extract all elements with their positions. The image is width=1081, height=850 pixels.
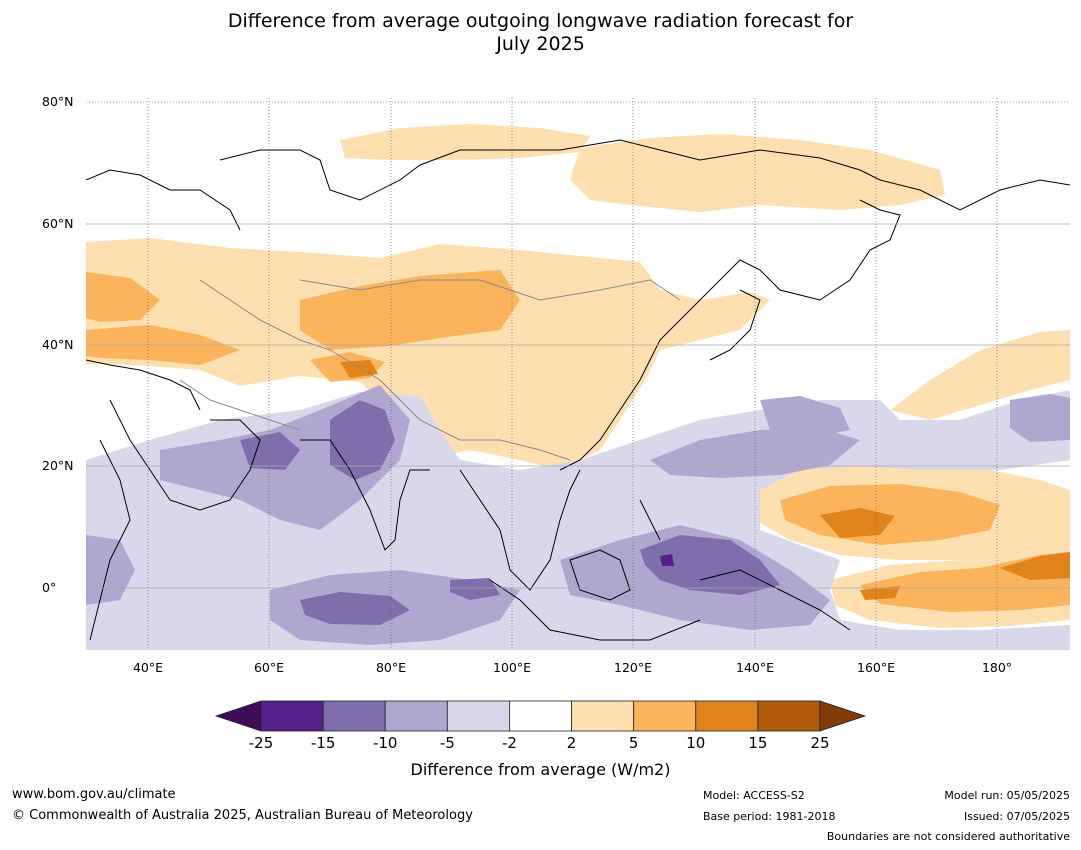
anomaly-central-asia-mid xyxy=(300,270,520,350)
border-central-asia xyxy=(199,279,331,351)
anomaly-bay-mid xyxy=(450,578,500,600)
colorbar-extend-low xyxy=(214,700,262,732)
title-line-1: Difference from average outgoing longwav… xyxy=(227,10,854,32)
longitude-label: 80°E xyxy=(375,660,407,675)
longitude-label: 60°E xyxy=(253,660,285,675)
coast-scandinavia xyxy=(86,169,241,231)
latitude-label: 80°N xyxy=(42,94,74,109)
border-china-south xyxy=(329,349,571,461)
colorbar-segment xyxy=(446,700,510,732)
anomaly-maritime-mid xyxy=(640,535,780,595)
longitude-label: 160°E xyxy=(856,660,896,675)
country-borders xyxy=(179,279,681,461)
website-link[interactable]: www.bom.gov.au/climate xyxy=(12,787,176,802)
anomaly-india-mid xyxy=(330,400,395,480)
colorbar-tick-label: 2 xyxy=(566,734,577,752)
coast-japan xyxy=(709,289,761,361)
base-period: Base period: 1981-2018 xyxy=(703,810,836,823)
coastlines xyxy=(86,139,1070,641)
anomaly-nw-pacific-light xyxy=(890,330,1070,420)
anomaly-central-asia-light xyxy=(86,238,770,470)
latitude-label: 60°N xyxy=(42,216,74,231)
colorbar xyxy=(214,700,867,732)
colorbar-tick-label: -2 xyxy=(501,734,517,752)
latitude-gridlines xyxy=(86,101,1070,589)
coast-mediterranean xyxy=(86,359,201,411)
colorbar-tick-label: 15 xyxy=(748,734,768,752)
longitude-label: 140°E xyxy=(735,660,775,675)
anomaly-arctic-light xyxy=(340,124,590,160)
coast-kamchatka xyxy=(819,199,901,301)
model-name: Model: ACCESS-S2 xyxy=(703,789,805,802)
anomaly-arabia-mid xyxy=(240,432,300,470)
coast-east-asia xyxy=(559,259,821,471)
colorbar-tick-label: -10 xyxy=(372,734,398,752)
colorbar-extend-high xyxy=(819,700,867,732)
anomaly-maritime-dark xyxy=(660,554,674,566)
boundaries-disclaimer: Boundaries are not considered authoritat… xyxy=(826,830,1070,843)
anomaly-equatorial-dark-2 xyxy=(860,586,900,600)
colorbar-segment xyxy=(571,700,635,732)
longitude-label: 120°E xyxy=(613,660,653,675)
coast-borneo xyxy=(569,549,631,601)
colorbar-segment xyxy=(509,700,572,732)
coast-indochina xyxy=(459,469,581,591)
model-run-date: Model run: 05/05/2025 xyxy=(944,789,1070,802)
colorbar-tick-label: -15 xyxy=(310,734,336,752)
border-china-north xyxy=(299,279,681,301)
anomaly-siberia-light xyxy=(570,134,945,212)
anomaly-equatorial-dark xyxy=(1000,552,1070,580)
map-title: Difference from average outgoing longwav… xyxy=(0,10,1081,56)
copyright-text: © Commonwealth of Australia 2025, Austra… xyxy=(12,808,473,823)
issued-date: Issued: 07/05/2025 xyxy=(963,810,1070,823)
coast-sumatra xyxy=(489,579,701,641)
anomaly-east-pacific-light xyxy=(1010,394,1070,442)
latitude-label: 20°N xyxy=(42,458,74,473)
anomaly-africa-light xyxy=(86,535,135,605)
anomaly-fields xyxy=(86,124,1070,650)
longitude-label: 180° xyxy=(981,660,1013,675)
colorbar-segment xyxy=(695,700,759,732)
colorbar-tick-label: -5 xyxy=(439,734,455,752)
title-line-2: July 2025 xyxy=(496,33,585,55)
coast-arabia xyxy=(109,399,261,511)
colorbar-label: Difference from average (W/m2) xyxy=(410,760,671,779)
colorbar-segment xyxy=(322,700,386,732)
coast-arctic xyxy=(219,139,1070,211)
colorbar-segment xyxy=(757,700,821,732)
colorbar-tick-label: -25 xyxy=(248,734,274,752)
coast-new-guinea xyxy=(699,569,851,631)
colorbar-segment xyxy=(260,700,324,732)
colorbar-segment xyxy=(633,700,697,732)
latitude-label: 0° xyxy=(42,580,57,595)
anomaly-indian-ocean-mid xyxy=(300,592,410,625)
anomaly-europe-mid xyxy=(86,272,160,322)
colorbar-tick-label: 10 xyxy=(686,734,706,752)
longitude-label: 40°E xyxy=(132,660,164,675)
colorbar-tick-label: 25 xyxy=(810,734,830,752)
longitude-label: 100°E xyxy=(492,660,532,675)
coast-philippines xyxy=(639,499,661,541)
longitude-gridlines xyxy=(147,98,998,650)
colorbar-tick-label: 5 xyxy=(628,734,639,752)
coast-africa-east xyxy=(89,439,131,641)
border-middle-east xyxy=(179,379,301,431)
anomaly-west-pacific-light xyxy=(760,396,850,438)
coast-india xyxy=(300,439,430,551)
colorbar-segment xyxy=(384,700,448,732)
latitude-label: 40°N xyxy=(42,337,74,352)
